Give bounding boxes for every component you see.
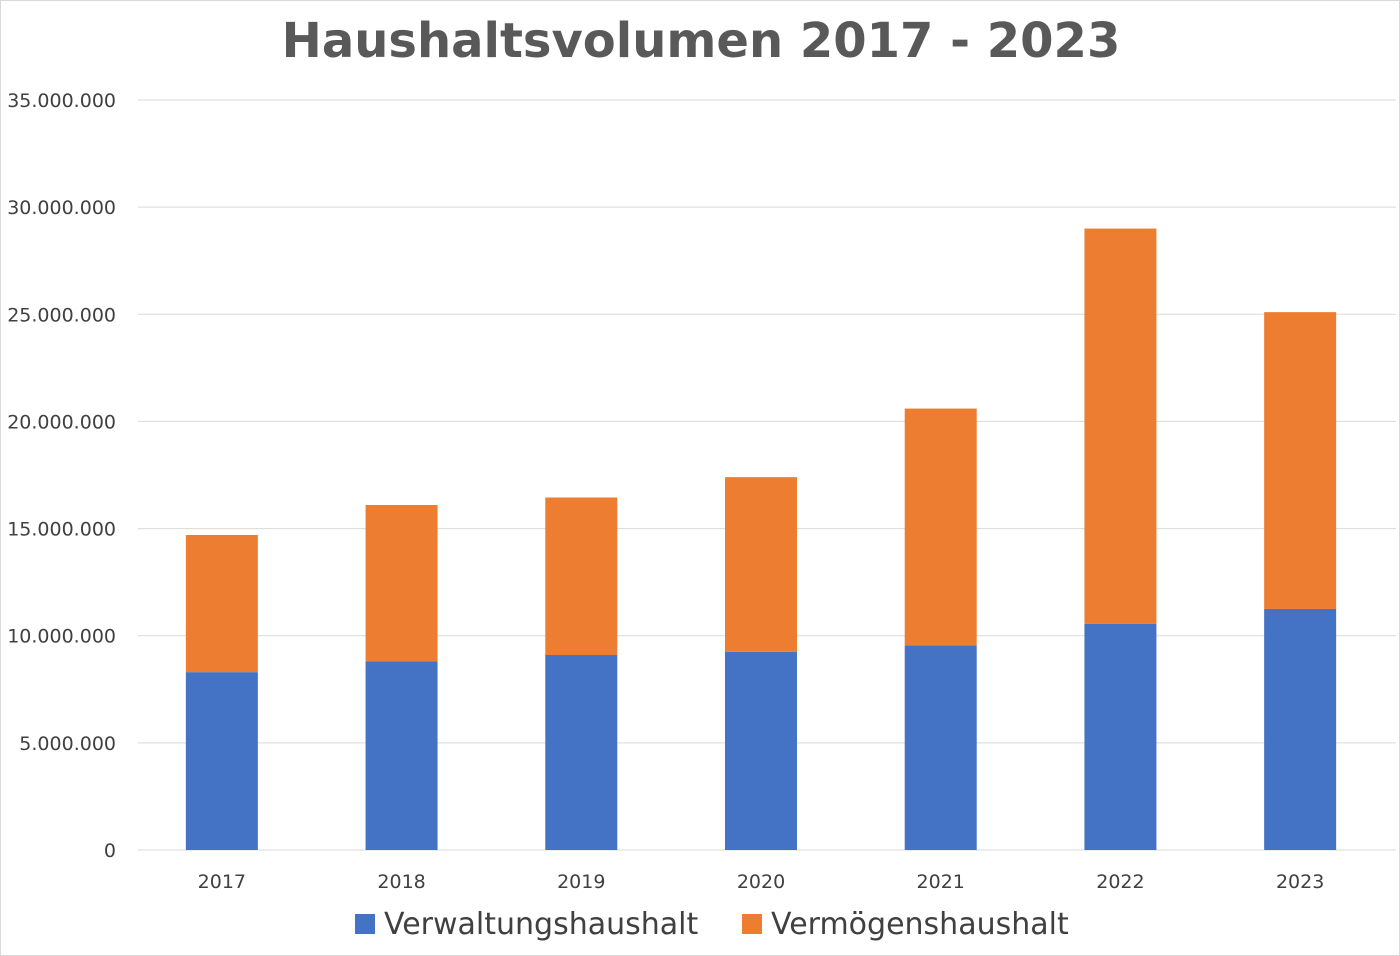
y-tick-label: 10.000.000: [7, 626, 116, 648]
bar-vermoegenshaushalt-2018: [365, 505, 438, 662]
legend-label: Vermögenshaushalt: [771, 907, 1069, 942]
x-tick-label: 2020: [737, 871, 785, 893]
legend: Verwaltungshaushalt Vermögenshaushalt: [355, 907, 1069, 942]
bars: [185, 228, 1337, 850]
bar-verwaltungshaushalt-2020: [725, 651, 797, 850]
y-tick-label: 0: [104, 840, 116, 862]
bar-verwaltungshaushalt-2021: [904, 645, 977, 850]
x-axis: 2017 2018 2019 2020 2021 2022 2023: [198, 871, 1325, 893]
bar-verwaltungshaushalt-2022: [1084, 623, 1157, 850]
bar-vermoegenshaushalt-2021: [904, 408, 977, 646]
legend-label: Verwaltungshaushalt: [384, 907, 698, 942]
bar-vermoegenshaushalt-2017: [185, 535, 258, 673]
bar-verwaltungshaushalt-2023: [1264, 608, 1337, 850]
y-axis: 0 5.000.000 10.000.000 15.000.000 20.000.000…: [7, 90, 116, 862]
y-tick-label: 25.000.000: [7, 304, 116, 326]
y-tick-label: 30.000.000: [7, 197, 116, 219]
x-tick-label: 2021: [917, 871, 965, 893]
bar-verwaltungshaushalt-2019: [545, 655, 618, 850]
legend-swatch: [355, 914, 375, 934]
x-tick-label: 2018: [377, 871, 425, 893]
y-tick-label: 35.000.000: [7, 90, 116, 112]
y-tick-label: 20.000.000: [7, 411, 116, 433]
chart-title: Haushaltsvolumen 2017 - 2023: [282, 13, 1121, 69]
x-tick-label: 2023: [1276, 871, 1324, 893]
bar-verwaltungshaushalt-2018: [365, 661, 438, 850]
x-tick-label: 2022: [1096, 871, 1144, 893]
bar-verwaltungshaushalt-2017: [185, 672, 258, 850]
y-tick-label: 15.000.000: [7, 519, 116, 541]
bar-vermoegenshaushalt-2022: [1084, 228, 1157, 624]
bar-vermoegenshaushalt-2019: [545, 497, 618, 655]
x-tick-label: 2019: [557, 871, 605, 893]
bar-vermoegenshaushalt-2020: [725, 477, 797, 652]
bar-vermoegenshaushalt-2023: [1264, 312, 1337, 609]
x-tick-label: 2017: [198, 871, 246, 893]
y-tick-label: 5.000.000: [19, 733, 116, 755]
legend-swatch: [742, 914, 762, 934]
